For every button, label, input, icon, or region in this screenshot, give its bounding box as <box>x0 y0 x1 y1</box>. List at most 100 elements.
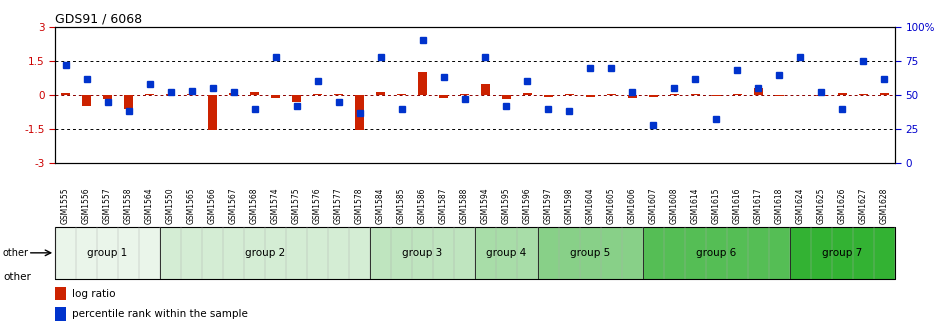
Bar <box>272 95 279 98</box>
Text: group 6: group 6 <box>696 248 736 258</box>
Bar <box>55 227 160 279</box>
Bar <box>586 95 595 97</box>
Bar <box>565 94 574 95</box>
Bar <box>104 95 112 99</box>
Bar <box>166 94 175 95</box>
Bar <box>649 95 657 97</box>
Bar <box>733 94 742 95</box>
Bar <box>334 94 343 95</box>
Text: group 1: group 1 <box>87 248 127 258</box>
Text: GSM1594: GSM1594 <box>481 188 490 224</box>
Text: percentile rank within the sample: percentile rank within the sample <box>72 309 248 319</box>
Text: GSM1614: GSM1614 <box>691 188 700 224</box>
Text: GSM1577: GSM1577 <box>334 188 343 224</box>
Bar <box>775 95 784 96</box>
Text: other: other <box>4 272 31 282</box>
Bar <box>859 94 867 95</box>
Bar <box>523 93 532 95</box>
Text: GDS91 / 6068: GDS91 / 6068 <box>55 13 142 26</box>
Text: GSM1607: GSM1607 <box>649 188 658 224</box>
Bar <box>55 227 895 279</box>
Bar <box>208 95 217 130</box>
Bar <box>251 91 258 95</box>
Text: GSM1625: GSM1625 <box>817 188 826 224</box>
Text: GSM1565: GSM1565 <box>187 188 196 224</box>
Bar <box>187 94 196 95</box>
Bar <box>55 307 66 321</box>
Text: GSM1618: GSM1618 <box>775 188 784 224</box>
Bar <box>881 93 888 95</box>
Text: GSM1585: GSM1585 <box>397 188 406 224</box>
Text: GSM1576: GSM1576 <box>314 188 322 224</box>
Text: group 3: group 3 <box>403 248 443 258</box>
Text: group 4: group 4 <box>486 248 526 258</box>
Text: GSM1627: GSM1627 <box>859 188 868 224</box>
Text: GSM1617: GSM1617 <box>754 188 763 224</box>
Bar <box>628 95 636 98</box>
Text: GSM1595: GSM1595 <box>502 188 511 224</box>
Bar <box>293 95 301 102</box>
Text: group 5: group 5 <box>570 248 611 258</box>
Bar <box>160 227 370 279</box>
Bar <box>370 227 475 279</box>
Bar <box>671 94 678 95</box>
Text: GSM1616: GSM1616 <box>733 188 742 224</box>
Text: GSM1615: GSM1615 <box>712 188 721 224</box>
Text: GSM1587: GSM1587 <box>439 188 448 224</box>
Bar <box>789 227 895 279</box>
Text: GSM1557: GSM1557 <box>104 188 112 224</box>
Bar <box>838 93 846 95</box>
Text: GSM1624: GSM1624 <box>796 188 805 224</box>
Bar <box>482 84 489 95</box>
Bar <box>83 95 91 106</box>
Text: GSM1605: GSM1605 <box>607 188 616 224</box>
Text: GSM1604: GSM1604 <box>586 188 595 224</box>
Bar <box>754 88 763 95</box>
Text: GSM1578: GSM1578 <box>355 188 364 224</box>
Text: GSM1597: GSM1597 <box>544 188 553 224</box>
Text: GSM1566: GSM1566 <box>208 188 217 224</box>
Text: log ratio: log ratio <box>72 289 116 299</box>
Bar <box>461 94 468 95</box>
Bar <box>817 95 826 96</box>
Text: GSM1588: GSM1588 <box>460 188 469 224</box>
Text: group 7: group 7 <box>823 248 863 258</box>
Text: group 2: group 2 <box>245 248 285 258</box>
Bar <box>355 95 364 130</box>
Text: GSM1626: GSM1626 <box>838 188 846 224</box>
Text: GSM1586: GSM1586 <box>418 188 427 224</box>
Bar <box>418 72 427 95</box>
Text: other: other <box>3 248 28 258</box>
Text: GSM1584: GSM1584 <box>376 188 385 224</box>
Bar <box>124 95 133 109</box>
Bar <box>643 227 790 279</box>
Text: GSM1567: GSM1567 <box>229 188 238 224</box>
Text: GSM1550: GSM1550 <box>166 188 175 224</box>
Bar <box>544 95 553 97</box>
Bar <box>439 95 447 98</box>
Text: GSM1598: GSM1598 <box>565 188 574 224</box>
Bar <box>712 95 721 96</box>
Bar <box>314 94 322 95</box>
Text: GSM1596: GSM1596 <box>523 188 532 224</box>
Bar <box>475 227 538 279</box>
Bar <box>503 95 511 99</box>
Bar <box>692 94 699 95</box>
Text: GSM1568: GSM1568 <box>250 188 259 224</box>
Text: GSM1558: GSM1558 <box>124 188 133 224</box>
Bar <box>376 91 385 95</box>
Bar <box>397 94 406 95</box>
Text: GSM1555: GSM1555 <box>61 188 70 224</box>
Bar <box>145 94 154 95</box>
Text: GSM1564: GSM1564 <box>145 188 154 224</box>
Bar <box>55 287 66 300</box>
Text: GSM1608: GSM1608 <box>670 188 679 224</box>
Bar <box>229 93 238 95</box>
Text: GSM1575: GSM1575 <box>292 188 301 224</box>
Bar <box>62 93 69 95</box>
Bar <box>607 94 616 95</box>
Text: GSM1628: GSM1628 <box>880 188 889 224</box>
Text: GSM1606: GSM1606 <box>628 188 636 224</box>
Text: GSM1556: GSM1556 <box>82 188 91 224</box>
Bar <box>538 227 643 279</box>
